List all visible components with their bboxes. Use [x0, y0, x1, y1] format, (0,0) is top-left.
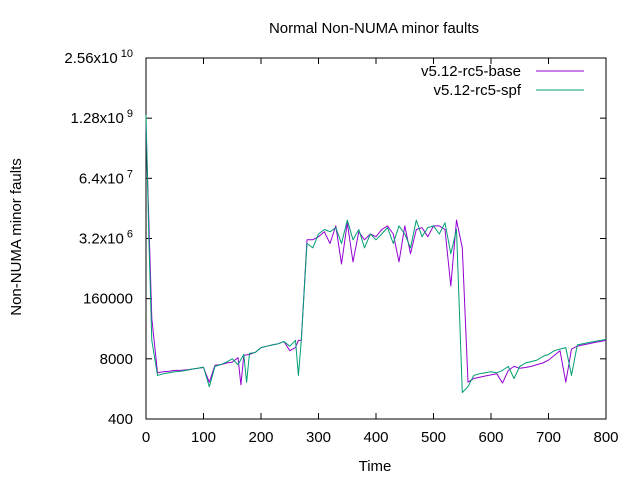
x-tick-label: 800 [593, 429, 618, 446]
legend-label: v5.12-rc5-base [421, 63, 521, 80]
x-axis-label: Time [359, 458, 392, 475]
x-tick-label: 300 [306, 429, 331, 446]
x-tick-label: 700 [536, 429, 561, 446]
series-line-v5.12-rc5-spf [145, 114, 607, 393]
x-tick-label: 100 [191, 429, 216, 446]
x-tick-label: 500 [421, 429, 446, 446]
series-line-v5.12-rc5-base [145, 125, 607, 386]
y-tick-label: 3.2x10 6 [79, 229, 133, 248]
axis-ticks: 0 100 200 300 400 500 600 700 800 400 8000 160000 3.… [64, 48, 618, 446]
series-layer [145, 114, 607, 393]
y-axis-label: Non-NUMA minor faults [8, 158, 25, 316]
y-tick-label: 6.4x10 7 [79, 168, 133, 187]
legend: v5.12-rc5-base v5.12-rc5-spf [421, 63, 584, 99]
legend-label: v5.12-rc5-spf [433, 82, 521, 99]
x-tick-label: 0 [142, 429, 150, 446]
y-tick-label: 400 [108, 411, 133, 428]
y-tick-label: 160000 [83, 291, 133, 308]
x-tick-label: 400 [363, 429, 388, 446]
x-tick-label: 600 [478, 429, 503, 446]
x-tick-label: 200 [248, 429, 273, 446]
y-tick-label: 1.28x10 9 [70, 108, 133, 127]
chart-title: Normal Non-NUMA minor faults [269, 20, 479, 37]
y-tick-label: 8000 [100, 351, 133, 368]
y-tick-label: 2.56x10 10 [64, 48, 133, 67]
